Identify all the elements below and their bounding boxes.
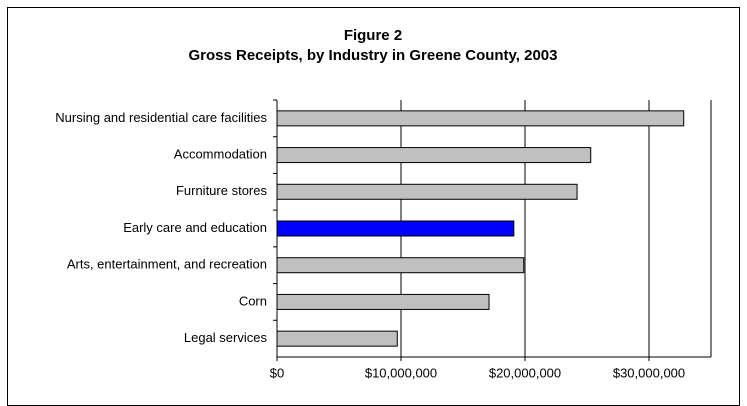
chart-subtitle: Gross Receipts, by Industry in Greene Co… — [188, 47, 557, 64]
y-tick-label: Furniture stores — [176, 183, 268, 198]
bar — [276, 257, 525, 274]
y-tick-label: Corn — [239, 293, 267, 308]
bar — [276, 330, 398, 347]
x-tick-label: $30,000,000 — [613, 365, 685, 380]
bar — [276, 293, 490, 310]
y-tick-label: Legal services — [184, 330, 268, 345]
x-tick-label: $20,000,000 — [489, 365, 561, 380]
bar — [276, 220, 515, 237]
bar — [276, 147, 592, 164]
y-tick-label: Early care and education — [123, 220, 267, 235]
x-tick-label: $0 — [270, 365, 284, 380]
bar — [276, 183, 578, 200]
y-tick-label: Nursing and residential care facilities — [55, 110, 267, 125]
x-tick-label: $10,000,000 — [365, 365, 437, 380]
bar — [276, 110, 685, 127]
y-tick-label: Arts, entertainment, and recreation — [67, 257, 267, 272]
y-tick-label: Accommodation — [174, 147, 267, 162]
chart-title: Figure 2 — [344, 27, 402, 44]
